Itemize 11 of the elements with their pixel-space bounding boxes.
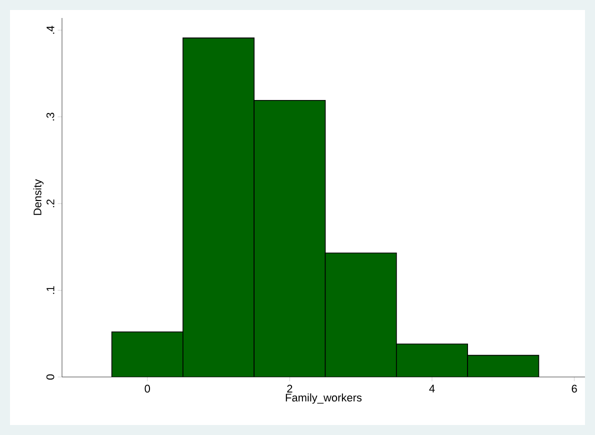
y-tick-label: 0 — [46, 374, 54, 380]
y-axis-title: Density — [33, 179, 44, 215]
y-tick-label: .1 — [46, 286, 54, 294]
y-tick-label: .3 — [46, 112, 54, 120]
x-tick-label: 6 — [572, 384, 577, 393]
y-tick-label: .2 — [46, 200, 54, 208]
x-tick-label: 4 — [429, 384, 435, 392]
x-axis-title: Family_workers — [286, 393, 362, 404]
y-tick-label: .4 — [46, 26, 54, 34]
x-tick-label: 0 — [144, 384, 150, 393]
x-tick-label: 2 — [287, 384, 292, 392]
